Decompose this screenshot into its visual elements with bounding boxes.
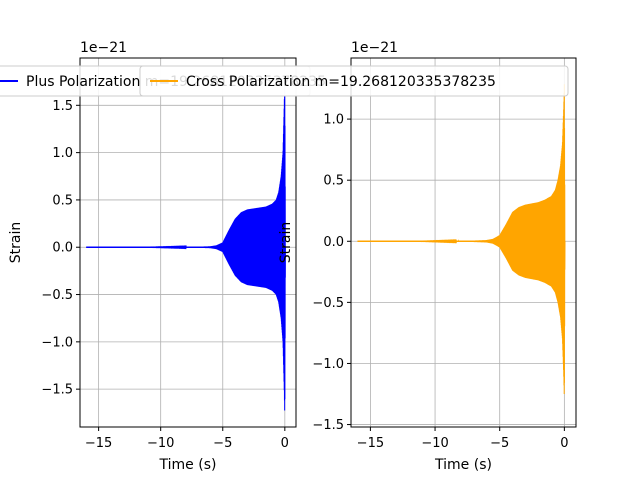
y-tick-label: 0.5: [323, 174, 344, 189]
plus-x-axis-label: Time (s): [159, 457, 217, 473]
cross-legend: Cross Polarization m=19.268120335378235: [139, 65, 569, 97]
x-tick-label: −10: [147, 436, 174, 451]
cross-legend-label: Cross Polarization m=19.268120335378235: [186, 74, 496, 90]
x-tick-label: −5: [213, 436, 232, 451]
y-tick-label: −1.5: [41, 383, 73, 398]
cross-legend-box: [139, 65, 569, 97]
cross-x-axis-label: Time (s): [434, 457, 492, 473]
plus-x-ticks: −15 −10 −5 0: [85, 427, 289, 451]
plus-y-ticks: −1.5 −1.0 −0.5 0.0 0.5 1.0 1.5: [41, 99, 80, 398]
x-tick-label: −5: [490, 436, 509, 451]
y-tick-label: 0.0: [52, 241, 73, 256]
y-tick-label: 0.5: [52, 193, 73, 208]
y-tick-label: −1.5: [312, 418, 344, 433]
y-tick-label: 1.0: [52, 146, 73, 161]
cross-polarization-panel: −15 −10 −5 0 −1.5 −1.0 −0.5 0.0 0.5 1.0 Time (s)…: [278, 40, 577, 473]
x-tick-label: −15: [85, 436, 112, 451]
x-tick-label: −10: [421, 436, 448, 451]
y-tick-label: 1.5: [52, 99, 73, 114]
y-tick-label: −0.5: [41, 288, 73, 303]
x-tick-label: −15: [357, 436, 384, 451]
y-tick-label: 1.0: [323, 113, 344, 128]
cross-y-ticks: −1.5 −1.0 −0.5 0.0 0.5 1.0: [312, 113, 351, 433]
cross-y-offset-text: 1e−21: [351, 40, 398, 56]
plus-trace: [86, 78, 286, 411]
y-tick-label: −1.0: [312, 357, 344, 372]
plus-polarization-panel: −15 −10 −5 0 −1.5 −1.0 −0.5 0.0 0.5 1.0 1.5 Time …: [8, 40, 297, 473]
cross-trace: [357, 84, 566, 395]
plus-axes-frame: [79, 57, 297, 428]
y-tick-label: −1.0: [41, 335, 73, 350]
y-tick-label: 0.0: [323, 235, 344, 250]
x-tick-label: 0: [560, 436, 568, 451]
cross-x-ticks: −15 −10 −5 0: [357, 427, 569, 451]
cross-axes-frame: [350, 57, 577, 428]
plus-y-axis-label: Strain: [8, 222, 24, 263]
y-tick-label: −0.5: [312, 296, 344, 311]
cross-y-axis-label: Strain: [278, 222, 294, 263]
x-tick-label: 0: [281, 436, 289, 451]
plus-y-offset-text: 1e−21: [80, 40, 127, 56]
